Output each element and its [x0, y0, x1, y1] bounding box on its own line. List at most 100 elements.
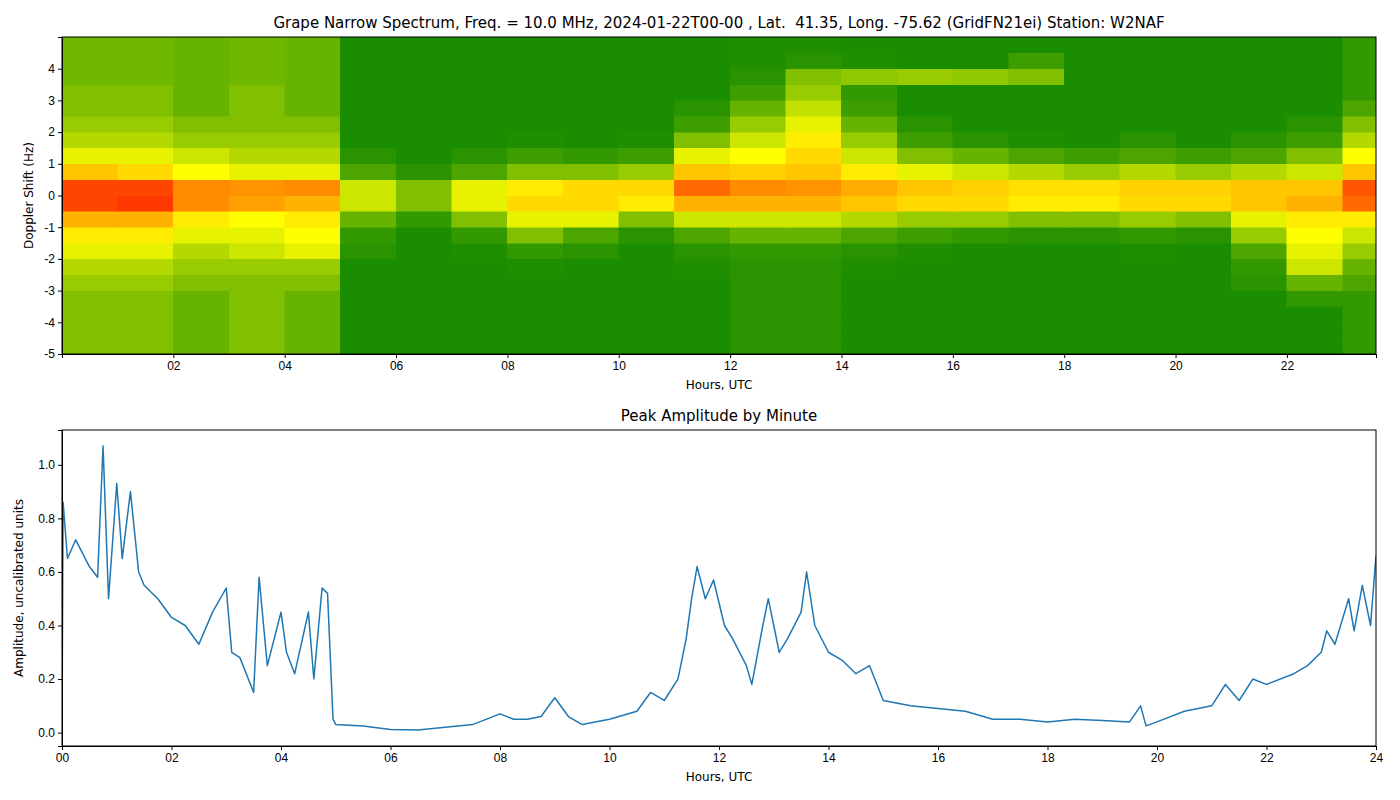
heatmap-cell — [340, 69, 396, 85]
heatmap-cell — [1176, 164, 1232, 180]
heatmap-cell — [674, 243, 730, 259]
heatmap-cell — [1120, 100, 1176, 116]
plot-frame — [62, 37, 1376, 354]
heatmap-cell — [953, 116, 1009, 132]
heatmap-cell — [1231, 275, 1287, 291]
plot-frame — [62, 430, 1376, 746]
heatmap-cell — [1009, 180, 1065, 196]
heatmap-cell — [396, 322, 452, 338]
heatmap-cell — [396, 338, 452, 354]
heatmap-cell — [507, 116, 563, 132]
heatmap-cell — [1009, 148, 1065, 164]
heatmap-cell — [1009, 116, 1065, 132]
heatmap-cell — [897, 100, 953, 116]
heatmap-cell — [62, 338, 118, 354]
heatmap-cell — [507, 148, 563, 164]
heatmap-cell — [563, 100, 619, 116]
heatmap-cell — [730, 69, 786, 85]
heatmap-cell — [953, 148, 1009, 164]
heatmap-cell — [1064, 37, 1120, 53]
heatmap-cell — [1176, 69, 1232, 85]
heatmap-cell — [62, 37, 118, 53]
heatmap-cell — [1120, 164, 1176, 180]
x-tick-mark — [1376, 746, 1377, 750]
y-tick-mark — [58, 518, 62, 519]
x-tick: 08 — [501, 354, 515, 373]
heatmap-cell — [953, 227, 1009, 243]
heatmap-cell — [285, 227, 341, 243]
heatmap-cell — [285, 100, 341, 116]
heatmap-cell — [619, 164, 675, 180]
heatmap-cell — [897, 37, 953, 53]
heatmap-cell — [1343, 100, 1376, 116]
y-tick-label: 1 — [48, 157, 55, 171]
heatmap-cell — [118, 164, 174, 180]
y-tick-label: 0.4 — [38, 619, 55, 633]
heatmap-cell — [1231, 180, 1287, 196]
heatmap-cell — [1287, 148, 1343, 164]
heatmap-cell — [674, 227, 730, 243]
heatmap-cell — [507, 85, 563, 101]
heatmap-cell — [1176, 227, 1232, 243]
heatmap-cell — [229, 148, 285, 164]
heatmap-cell — [897, 132, 953, 148]
heatmap-cell — [285, 322, 341, 338]
heatmap-cell — [674, 132, 730, 148]
heatmap-cell — [897, 291, 953, 307]
heatmap-cell — [285, 53, 341, 69]
heatmap-cell — [1064, 306, 1120, 322]
heatmap-cell — [452, 85, 508, 101]
y-tick-mark — [58, 100, 62, 101]
heatmap-cell — [674, 148, 730, 164]
heatmap-cell — [841, 37, 897, 53]
heatmap-cell — [507, 306, 563, 322]
y-tick-mark — [58, 227, 62, 228]
heatmap-cell — [1176, 243, 1232, 259]
x-tick-mark — [173, 354, 174, 358]
heatmap-cell — [1176, 306, 1232, 322]
heatmap-cell — [619, 338, 675, 354]
heatmap-cell — [619, 259, 675, 275]
x-tick: 08 — [494, 746, 508, 765]
heatmap-cell — [229, 53, 285, 69]
heatmap-cell — [285, 259, 341, 275]
heatmap-cell — [1343, 180, 1376, 196]
heatmap-cell — [841, 132, 897, 148]
heatmap-cell — [507, 211, 563, 227]
x-tick-mark — [953, 354, 954, 358]
heatmap-cell — [173, 164, 229, 180]
heatmap-cell — [563, 53, 619, 69]
heatmap-cell — [1231, 164, 1287, 180]
heatmap-cell — [396, 53, 452, 69]
heatmap-cell — [285, 306, 341, 322]
heatmap-cell — [786, 180, 842, 196]
y-tick-mark — [58, 354, 62, 355]
y-tick: 0.2 — [38, 672, 62, 686]
heatmap-cell — [285, 69, 341, 85]
heatmap-cell — [563, 69, 619, 85]
heatmap-cell — [173, 100, 229, 116]
heatmap-cell — [563, 116, 619, 132]
heatmap-cell — [1287, 37, 1343, 53]
heatmap-cell — [285, 211, 341, 227]
heatmap-cell — [229, 306, 285, 322]
heatmap-cell — [118, 227, 174, 243]
heatmap-cell — [340, 291, 396, 307]
heatmap-cell — [1287, 132, 1343, 148]
x-tick-label: 18 — [1041, 751, 1055, 765]
x-tick-label: 20 — [1169, 359, 1183, 373]
heatmap-cell — [1064, 243, 1120, 259]
heatmap-cell — [1120, 227, 1176, 243]
heatmap-cell — [953, 259, 1009, 275]
heatmap-cell — [1009, 53, 1065, 69]
y-tick-mark — [58, 733, 62, 734]
heatmap-cell — [841, 85, 897, 101]
x-tick-label: 20 — [1151, 751, 1165, 765]
heatmap-cell — [953, 180, 1009, 196]
heatmap-cell — [563, 243, 619, 259]
heatmap-cell — [1343, 211, 1376, 227]
x-tick: 02 — [167, 354, 181, 373]
heatmap-cell — [786, 291, 842, 307]
heatmap-cell — [229, 132, 285, 148]
heatmap-cell — [786, 227, 842, 243]
